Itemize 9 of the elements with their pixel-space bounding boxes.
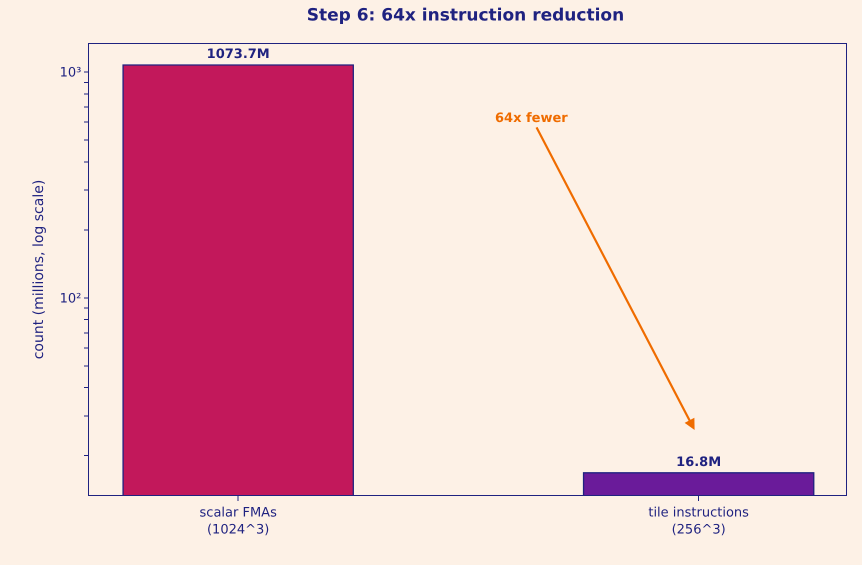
x-tick-label: scalar FMAs (1024^3)	[200, 506, 278, 538]
y-tick-label: 10²	[60, 291, 82, 306]
y-tick-label: 10³	[60, 66, 82, 81]
y-axis-title: count (millions, log scale)	[31, 180, 48, 360]
data-label: 16.8M	[676, 454, 722, 470]
chart-title: Step 6: 64x instruction reduction	[306, 5, 624, 26]
annotation: 64x fewer	[495, 111, 568, 126]
data-label: 1073.7M	[206, 47, 270, 62]
x-tick-label: tile instructions (256^3)	[648, 506, 750, 538]
